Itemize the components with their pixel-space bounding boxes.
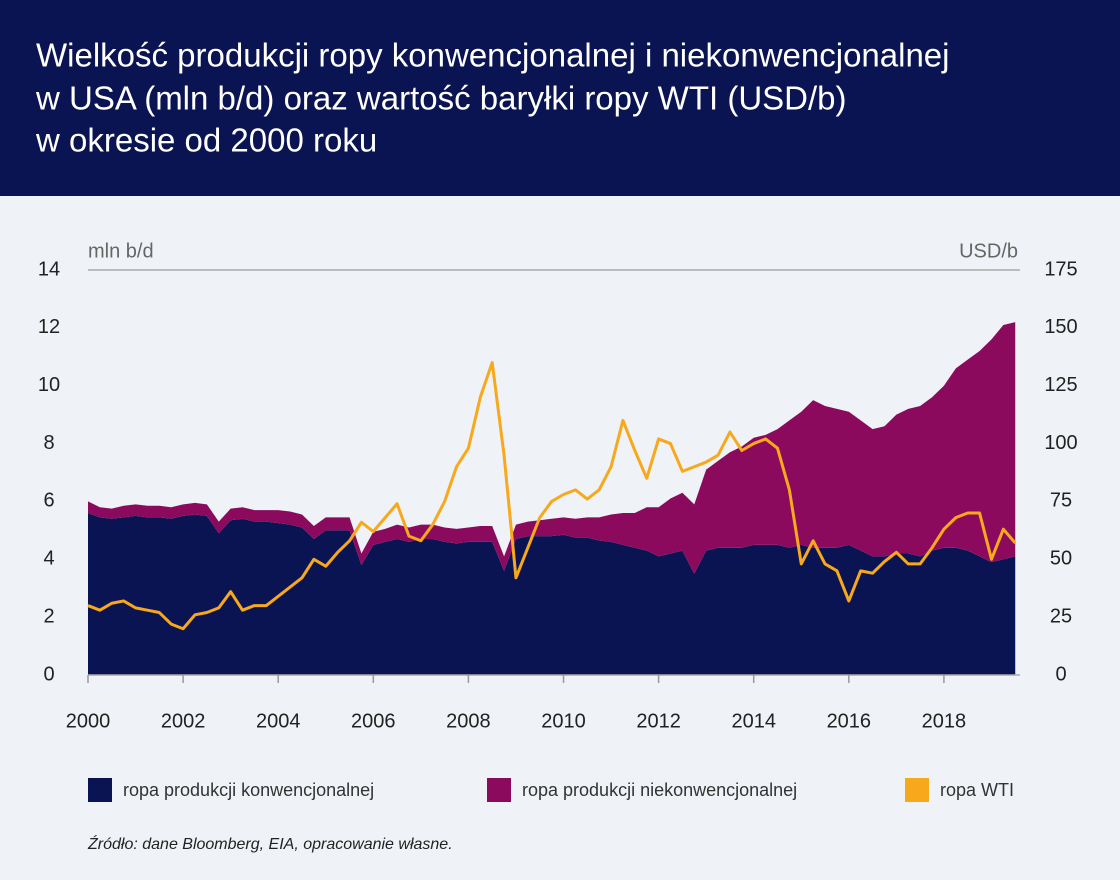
legend-label: ropa WTI	[940, 780, 1014, 800]
y2-tick-label: 100	[1044, 432, 1077, 454]
area	[88, 513, 1016, 675]
x-tick-label: 2002	[161, 710, 206, 732]
x-tick-label: 2000	[66, 710, 111, 732]
area	[88, 322, 1016, 574]
y2-tick-label: 150	[1044, 316, 1077, 338]
legend-swatch	[88, 778, 112, 802]
y-axis-label: mln b/d	[88, 240, 154, 262]
chart-title: w USA (mln b/d) oraz wartość baryłki rop…	[35, 80, 847, 117]
y2-tick-label: 125	[1044, 374, 1077, 396]
legend-label: ropa produkcji konwencjonalnej	[123, 780, 374, 800]
y2-tick-label: 50	[1050, 548, 1072, 570]
chart-title: w okresie od 2000 roku	[35, 122, 377, 159]
y-tick-label: 14	[38, 258, 60, 280]
x-tick-label: 2006	[351, 710, 396, 732]
legend-swatch	[487, 778, 511, 802]
y2-tick-label: 175	[1044, 258, 1077, 280]
x-tick-label: 2014	[731, 710, 776, 732]
y-tick-label: 12	[38, 316, 60, 338]
header	[0, 0, 1120, 196]
legend-label: ropa produkcji niekonwencjonalnej	[522, 780, 797, 800]
x-tick-label: 2018	[922, 710, 967, 732]
y2-tick-label: 75	[1050, 490, 1072, 512]
y2-tick-label: 25	[1050, 605, 1072, 627]
y2-axis-label: USD/b	[959, 240, 1018, 262]
source: Źródło: dane Bloomberg, EIA, opracowanie…	[87, 834, 453, 853]
line	[87, 361, 1017, 631]
y-tick-label: 2	[43, 605, 54, 627]
y-tick-label: 4	[43, 548, 54, 570]
legend-swatch	[905, 778, 929, 802]
y-tick-label: 6	[43, 490, 54, 512]
x-tick-label: 2008	[446, 710, 491, 732]
y2-tick-label: 0	[1055, 663, 1066, 685]
y-tick-label: 0	[43, 663, 54, 685]
plot	[87, 269, 1020, 683]
x-tick-label: 2012	[636, 710, 681, 732]
legend: ropa produkcji konwencjonalnej ropa produ…	[88, 778, 1014, 802]
y-tick-label: 10	[38, 374, 60, 396]
y-tick-label: 8	[43, 432, 54, 454]
x-tick-label: 2010	[541, 710, 586, 732]
chart-title: Wielkość produkcji ropy konwencjonalnej …	[36, 37, 950, 74]
x-tick-label: 2016	[827, 710, 872, 732]
x-tick-label: 2004	[256, 710, 301, 732]
